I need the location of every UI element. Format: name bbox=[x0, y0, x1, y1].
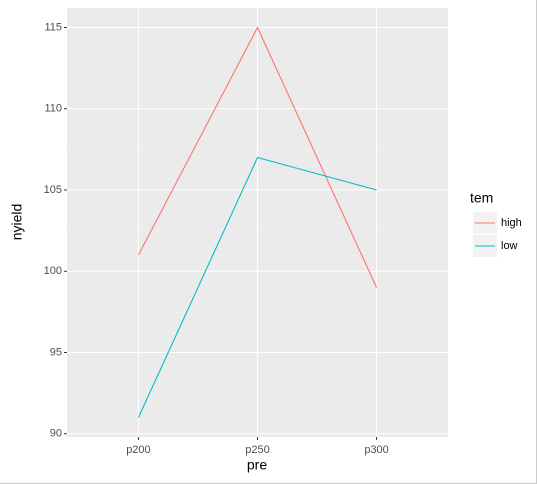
y-tick-label: 110 bbox=[44, 103, 62, 115]
series-line bbox=[137, 26, 378, 288]
y-tick-label: 100 bbox=[44, 265, 62, 277]
y-tick-label: 105 bbox=[44, 184, 62, 196]
y-tick-label: 115 bbox=[44, 21, 62, 33]
x-tick-label: p250 bbox=[245, 444, 269, 456]
legend-label: high bbox=[501, 217, 522, 229]
y-tick-label: 90 bbox=[50, 428, 62, 440]
y-tick-label: 95 bbox=[50, 346, 62, 358]
legend-label: low bbox=[501, 240, 518, 252]
legend-title: tem bbox=[470, 190, 493, 206]
x-tick-label: p300 bbox=[364, 444, 388, 456]
y-axis-title: nyield bbox=[9, 204, 25, 241]
x-axis-title: pre bbox=[247, 457, 267, 473]
x-tick-label: p200 bbox=[126, 444, 150, 456]
series-line bbox=[137, 156, 377, 418]
